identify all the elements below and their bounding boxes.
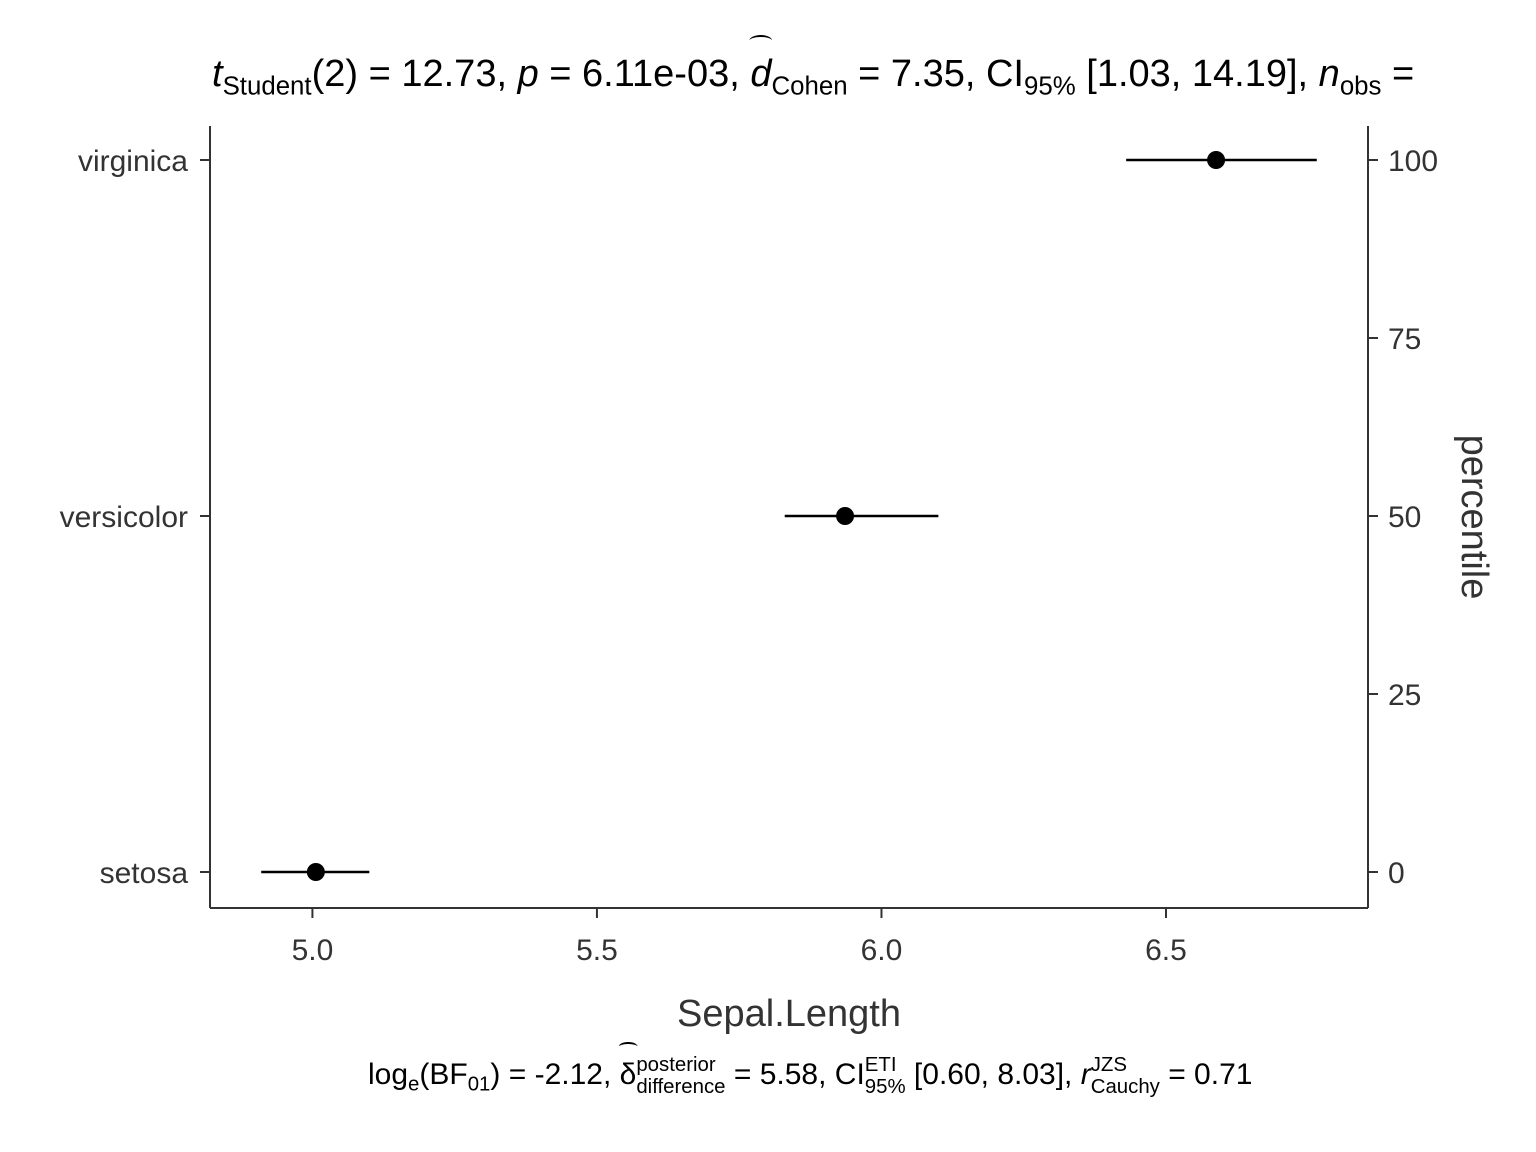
effect-size-value: = 7.35, CI: [847, 53, 1024, 95]
delta-hat-symbol: δ: [620, 1052, 637, 1098]
ci-scripts: ETI 95%: [864, 1053, 906, 1099]
r-value: = 0.71: [1159, 1058, 1253, 1091]
log-subscript: e: [408, 1073, 420, 1096]
right-axis-title: percentile: [1453, 435, 1495, 600]
r-scripts: JZS Cauchy: [1090, 1053, 1160, 1099]
ci-superscript: ETI: [864, 1053, 897, 1076]
ci-subscript: 95%: [1024, 72, 1076, 101]
ci-subscript: 95%: [864, 1076, 906, 1099]
bf-subscript: 01: [467, 1073, 491, 1096]
stats-caption-bayesian: loge(BF01) = -2.12, δ posterior difference…: [368, 1052, 1252, 1098]
category-label-versicolor: versicolor: [60, 501, 188, 534]
n-subscript: obs: [1339, 72, 1382, 101]
stats-subtitle-frequentist: tStudent(2) = 12.73, p = 6.11e-03, dCohe…: [212, 48, 1414, 100]
p-symbol: p: [517, 53, 539, 95]
x-tick-label: 6.0: [861, 934, 903, 967]
ci-value: [0.60, 8.03],: [905, 1058, 1081, 1091]
t-statistic: (2) = 12.73,: [311, 53, 518, 95]
t-symbol: t: [212, 53, 223, 95]
delta-value: = 5.58, CI: [725, 1058, 865, 1091]
r-subscript: Cauchy: [1090, 1076, 1160, 1099]
x-tick-label: 5.5: [576, 934, 618, 967]
y-axis-left: setosa versicolor virginica: [60, 145, 210, 890]
x-axis: 5.0 5.5 6.0 6.5: [292, 908, 1187, 967]
n-value: =: [1381, 53, 1415, 95]
x-tick-label: 5.0: [292, 934, 334, 967]
delta-subscript: difference: [636, 1076, 726, 1099]
data-marks: [261, 151, 1317, 881]
category-label-virginica: virginica: [78, 145, 188, 178]
r-symbol: r: [1080, 1058, 1091, 1091]
right-tick-label: 0: [1388, 857, 1405, 890]
mean-point-setosa: [306, 863, 325, 881]
x-axis-title: Sepal.Length: [677, 993, 901, 1035]
right-tick-label: 75: [1388, 323, 1421, 356]
bf-value: ) = -2.12,: [490, 1058, 620, 1091]
mean-point-virginica: [1207, 151, 1226, 169]
delta-scripts: posterior difference: [636, 1053, 726, 1099]
delta-superscript: posterior: [636, 1053, 716, 1076]
n-symbol: n: [1318, 53, 1340, 95]
p-value: = 6.11e-03,: [538, 53, 751, 95]
category-label-setosa: setosa: [100, 857, 189, 890]
x-tick-label: 6.5: [1145, 934, 1187, 967]
right-tick-label: 100: [1388, 145, 1438, 178]
t-subscript: Student: [222, 72, 312, 101]
right-tick-label: 50: [1388, 501, 1421, 534]
log-text: log: [368, 1058, 409, 1091]
y-axis-right: 0 25 50 75 100: [1368, 145, 1438, 890]
right-tick-label: 25: [1388, 679, 1421, 712]
d-subscript: Cohen: [771, 72, 848, 101]
r-superscript: JZS: [1090, 1053, 1127, 1076]
bf-open: (BF: [419, 1058, 468, 1091]
ci-value: [1.03, 14.19],: [1075, 53, 1319, 95]
mean-point-versicolor: [836, 507, 855, 525]
d-hat-symbol: d: [750, 48, 771, 100]
